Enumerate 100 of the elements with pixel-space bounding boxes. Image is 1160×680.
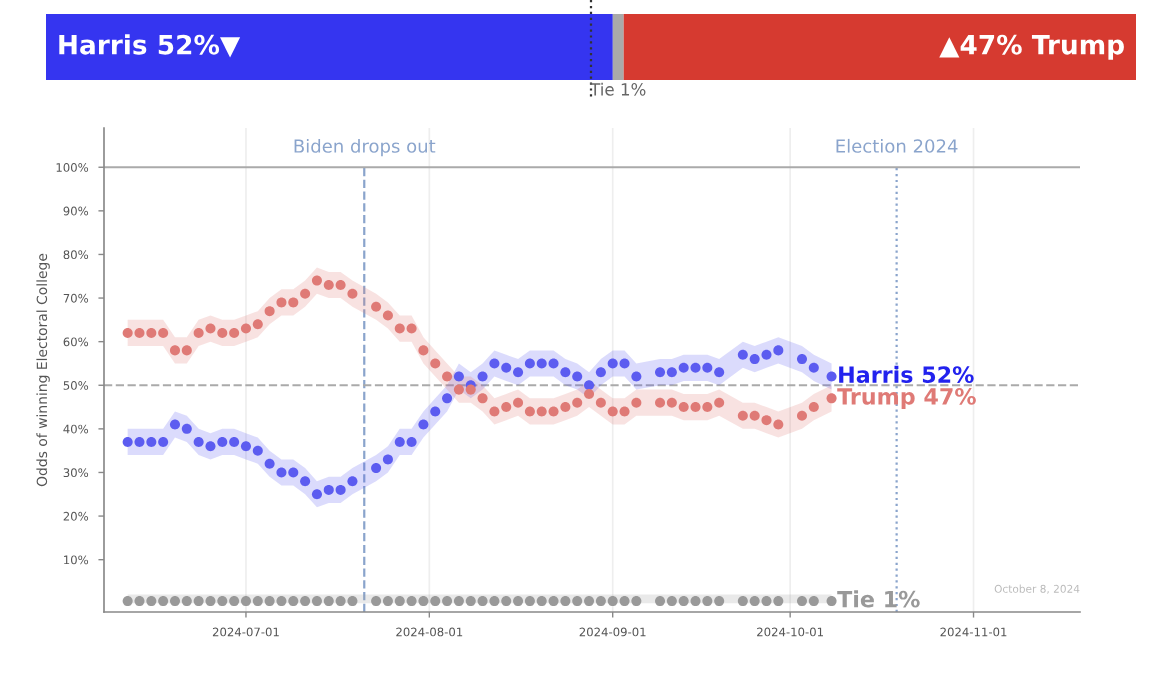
- point: [524, 406, 535, 417]
- point: [453, 384, 464, 395]
- point: [595, 367, 606, 378]
- point: [808, 596, 819, 607]
- point: [560, 367, 571, 378]
- point: [217, 436, 228, 447]
- point: [406, 323, 417, 334]
- point: [406, 436, 417, 447]
- point: [572, 371, 583, 382]
- point: [631, 596, 642, 607]
- point: [205, 596, 216, 607]
- point: [796, 596, 807, 607]
- point: [655, 367, 666, 378]
- point: [371, 301, 382, 312]
- point: [595, 397, 606, 408]
- data-label: Harris 52%▼: [59, 34, 241, 58]
- point: [489, 596, 500, 607]
- point: [524, 596, 535, 607]
- series-label: Tie 1%: [837, 590, 920, 608]
- point: [240, 596, 251, 607]
- point: [453, 596, 464, 607]
- point: [584, 596, 595, 607]
- point: [678, 402, 689, 413]
- point: [300, 288, 311, 299]
- point: [536, 596, 547, 607]
- point: [276, 596, 287, 607]
- point: [595, 596, 606, 607]
- point: [749, 354, 760, 365]
- point: [702, 596, 713, 607]
- point: [264, 306, 275, 317]
- point: [158, 596, 169, 607]
- point: [311, 489, 322, 500]
- point: [655, 397, 666, 408]
- point: [536, 358, 547, 369]
- point: [418, 345, 429, 356]
- point: [560, 402, 571, 413]
- point: [205, 323, 216, 334]
- point: [181, 345, 192, 356]
- point: [240, 323, 251, 334]
- point: [323, 279, 334, 290]
- point: [442, 596, 453, 607]
- point: [536, 406, 547, 417]
- point: [382, 596, 393, 607]
- point: [371, 463, 382, 474]
- point: [311, 275, 322, 286]
- point: [430, 358, 441, 369]
- data-label: Tie 1%: [590, 82, 646, 96]
- point: [193, 327, 204, 338]
- point: [134, 436, 145, 447]
- point: [394, 596, 405, 607]
- point: [560, 596, 571, 607]
- point: [205, 441, 216, 452]
- point: [702, 402, 713, 413]
- point: [796, 410, 807, 421]
- point: [501, 596, 512, 607]
- point: [572, 596, 583, 607]
- point: [288, 467, 299, 478]
- point: [134, 596, 145, 607]
- point: [501, 402, 512, 413]
- point: [347, 596, 358, 607]
- point: [619, 358, 630, 369]
- point: [442, 393, 453, 404]
- point: [323, 596, 334, 607]
- point: [193, 596, 204, 607]
- point: [158, 327, 169, 338]
- point: [169, 345, 180, 356]
- point: [761, 349, 772, 360]
- point: [702, 362, 713, 373]
- point: [607, 596, 618, 607]
- point: [690, 596, 701, 607]
- point: [430, 596, 441, 607]
- point: [796, 354, 807, 365]
- point: [690, 362, 701, 373]
- point: [513, 397, 524, 408]
- point: [394, 436, 405, 447]
- point: [300, 476, 311, 487]
- point: [737, 596, 748, 607]
- ref-line-label: Election 2024: [836, 138, 958, 153]
- point: [773, 596, 784, 607]
- point: [382, 310, 393, 321]
- point: [276, 297, 287, 308]
- point: [453, 371, 464, 382]
- point: [169, 596, 180, 607]
- point: [584, 388, 595, 399]
- point: [146, 596, 157, 607]
- point: [678, 596, 689, 607]
- point: [240, 441, 251, 452]
- point: [489, 406, 500, 417]
- point: [548, 406, 559, 417]
- point: [347, 288, 358, 299]
- point: [548, 358, 559, 369]
- point: [217, 596, 228, 607]
- point: [181, 423, 192, 434]
- point: [264, 596, 275, 607]
- point: [158, 436, 169, 447]
- point: [394, 323, 405, 334]
- point: [749, 596, 760, 607]
- ref-line-label: Biden drops out: [294, 138, 436, 157]
- point: [335, 279, 346, 290]
- point: [631, 371, 642, 382]
